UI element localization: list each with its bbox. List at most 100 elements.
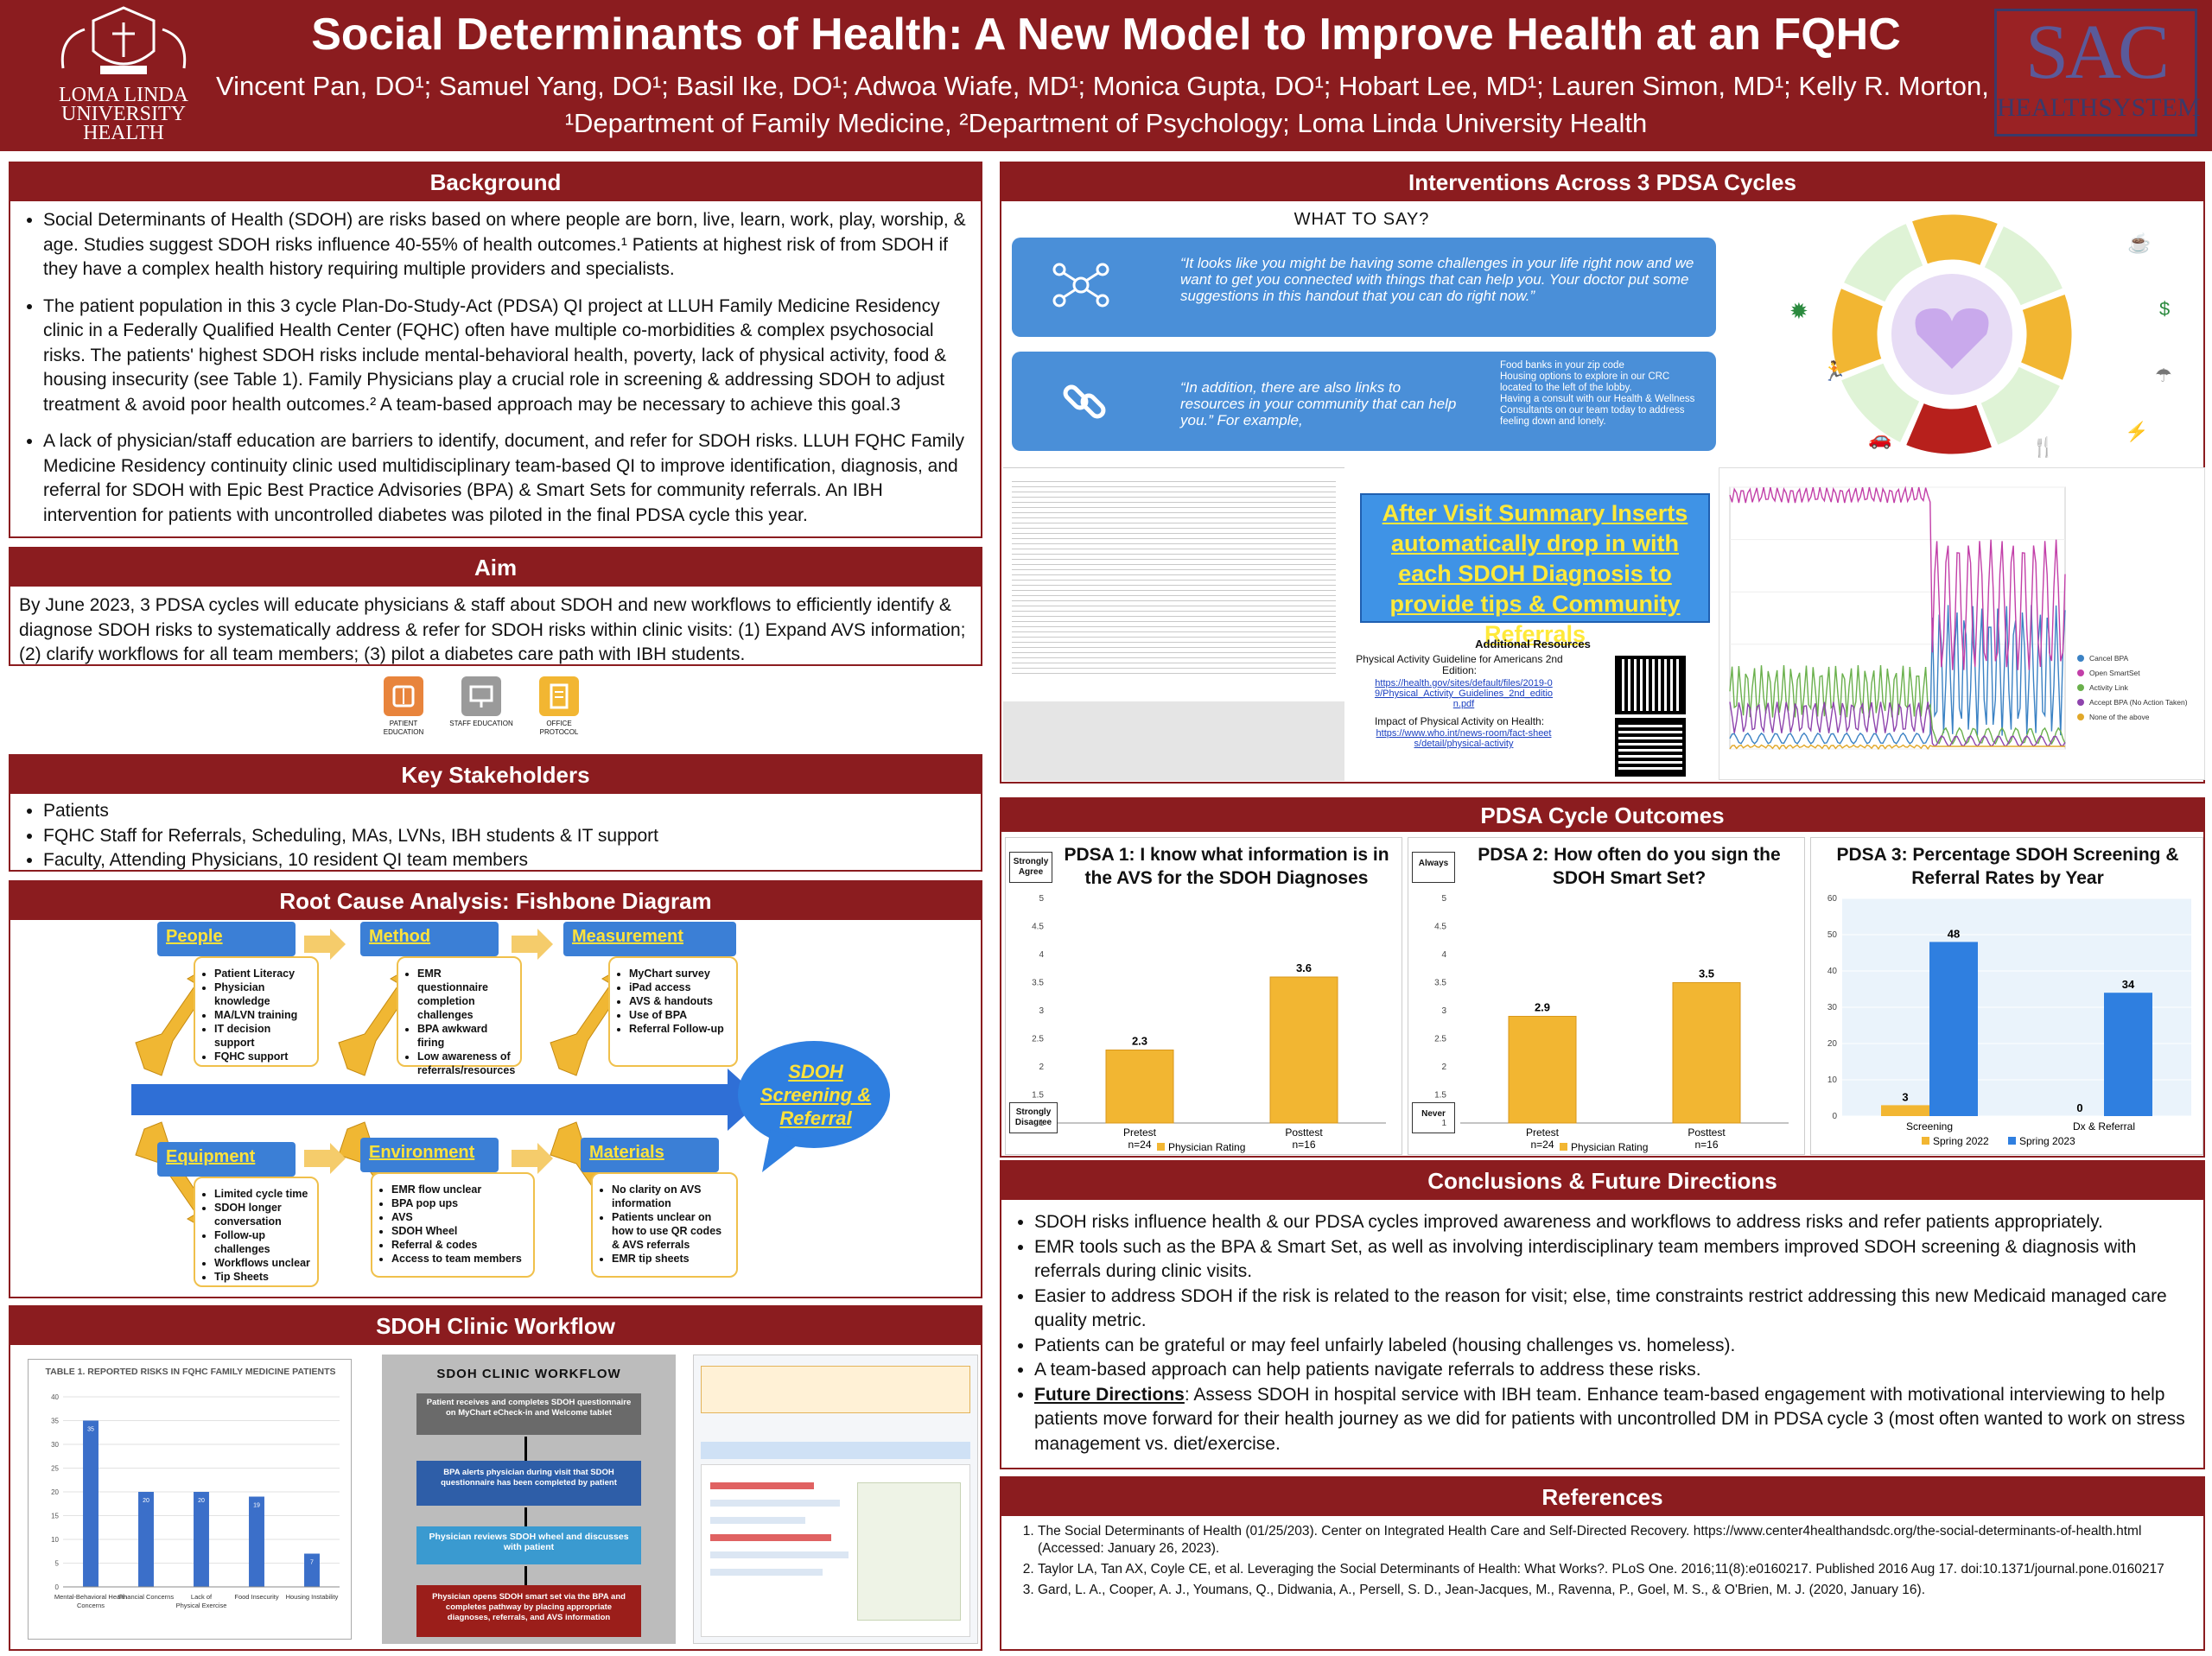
avs-handout-page — [1003, 467, 1344, 781]
pdsa1-title: PDSA 1: I know what information is in th… — [1064, 845, 1389, 888]
smart-set-window — [701, 1464, 970, 1637]
risk-bar-chart: 0 5 10 15 20 25 30 35 40 35 Mental-Behavioral Heal… — [51, 1393, 340, 1609]
risk-bar-value: 35 — [87, 1427, 94, 1433]
legend-marker — [2077, 714, 2084, 720]
pdsa3-bar-value: 34 — [2122, 978, 2135, 991]
legend-label: Activity Link — [2089, 683, 2129, 692]
fishbone-item: Patient Literacy — [214, 967, 310, 980]
wheel-segment — [1977, 363, 2063, 448]
conclusion-item: EMR tools such as the BPA & Smart Set, a… — [1034, 1235, 2195, 1285]
fishbone-item: EMR questionnaire completion challenges — [417, 967, 513, 1022]
fishbone-item: SDOH Wheel — [391, 1224, 526, 1238]
quote-text-2: “In addition, there are also links to re… — [1180, 379, 1457, 428]
aim-icons: PATIENT EDUCATION STAFF EDUCATION OFFICE… — [372, 676, 596, 746]
references-heading: References — [1001, 1478, 2203, 1516]
reference-item: The Social Determinants of Health (01/25… — [1038, 1523, 2191, 1558]
car-icon: 🚗 — [1868, 428, 1892, 449]
epic-row — [710, 1500, 840, 1507]
risk-bar — [304, 1553, 320, 1587]
fishbone-item: No clarity on AVS information — [612, 1183, 729, 1210]
y-tick-label: 20 — [1827, 1039, 1838, 1049]
money-icon: $ — [2159, 298, 2171, 320]
trend-line — [1729, 701, 2066, 748]
bpa-line-chart: Cancel BPA Open SmartSet Activity Link Acce… — [1719, 467, 2205, 780]
fishbone-item: FQHC support — [214, 1050, 310, 1063]
background-panel: Background Social Determinants of Health… — [9, 162, 982, 538]
y-tick-label: 0 — [55, 1583, 60, 1591]
y-tick-label: 25 — [51, 1465, 59, 1473]
trend-line — [1729, 485, 2066, 670]
network-icon — [1052, 263, 1109, 308]
y-tick-label: 1 — [1441, 1119, 1446, 1128]
legend-marker — [2077, 669, 2084, 676]
risk-bar-value: 20 — [143, 1498, 149, 1504]
epic-row — [710, 1517, 805, 1524]
legend-swatch — [1922, 1137, 1929, 1145]
workflow-step: Patient receives and completes SDOH ques… — [416, 1393, 641, 1435]
aim-icon-label: OFFICE PROTOCOL — [539, 720, 579, 736]
wheel-segment — [2018, 291, 2075, 384]
fishbone-item: EMR tip sheets — [612, 1252, 729, 1266]
fishbone-category-people: People — [157, 922, 296, 956]
legend-swatch — [1157, 1143, 1165, 1151]
pdsa-category-n: n=24 — [1128, 1139, 1151, 1151]
trend-line — [1729, 665, 2066, 746]
pdsa3-bar — [1881, 1105, 1929, 1116]
sac-health-logo: SAC HEALTHSYSTEM — [1994, 9, 2201, 136]
pdsa3-bar-value: 0 — [2076, 1101, 2082, 1114]
additional-resources-title: Additional Resources — [1475, 638, 1591, 650]
qr-code-icon — [1615, 656, 1686, 714]
clinic-workflow-diagram: SDOH CLINIC WORKFLOW Patient receives an… — [382, 1355, 676, 1644]
fishbone-category-materials: Materials — [581, 1138, 719, 1172]
y-tick-label: 2.5 — [1434, 1035, 1446, 1044]
references-body: The Social Determinants of Health (01/25… — [1001, 1516, 2203, 1609]
pdsa2-bottom-anchor: Never — [1412, 1102, 1455, 1133]
fishbone-head-label: SDOH Screening & Referral — [760, 1061, 872, 1129]
epic-row — [710, 1551, 849, 1558]
resource-1-label: Physical Activity Guideline for American… — [1356, 653, 1563, 676]
y-tick-label: 30 — [1827, 1003, 1838, 1012]
y-tick-label: 50 — [1827, 930, 1838, 940]
bpa-alert-box — [701, 1366, 970, 1413]
epic-toolbar — [701, 1442, 970, 1459]
poster-header: LOMA LINDA UNIVERSITY HEALTH Social Dete… — [0, 0, 2212, 151]
y-tick-label: 3 — [1039, 1006, 1044, 1016]
fishbone-items-measurement: MyChart survey iPad access AVS & handout… — [608, 956, 738, 1067]
epic-row — [710, 1482, 814, 1489]
y-tick-label: 3.5 — [1032, 979, 1044, 988]
workflow-step: Physician reviews SDOH wheel and discuss… — [416, 1526, 641, 1564]
what-to-say-slide: WHAT TO SAY? “It looks like you might be… — [1003, 205, 1720, 464]
down-arrow-icon — [524, 1437, 533, 1461]
pdsa3-bar — [2104, 993, 2152, 1116]
future-directions-text: : Assess SDOH in hospital service with I… — [1034, 1384, 2185, 1454]
y-tick-label: 40 — [1827, 967, 1838, 976]
conclusion-item: SDOH risks influence health & our PDSA c… — [1034, 1210, 2195, 1235]
shield-emblem-icon — [60, 6, 187, 74]
epic-row — [710, 1534, 831, 1541]
background-bullet: Social Determinants of Health (SDOH) are… — [43, 208, 972, 282]
workflow-panel: SDOH Clinic Workflow TABLE 1. REPORTED R… — [9, 1305, 982, 1651]
resource-1-link[interactable]: https://health.gov/sites/default/files/2… — [1374, 678, 1554, 709]
fishbone-item: Follow-up challenges — [214, 1228, 310, 1256]
aim-panel: Aim By June 2023, 3 PDSA cycles will edu… — [9, 547, 982, 666]
risk-bar — [138, 1492, 154, 1587]
conclusions-heading: Conclusions & Future Directions — [1001, 1162, 2203, 1200]
sac-logo-text: SAC — [2024, 10, 2170, 95]
pdsa1-bottom-anchor: Strongly Disagree — [1009, 1102, 1058, 1133]
risk-bar-value: 20 — [198, 1498, 205, 1504]
risk-bar — [194, 1492, 209, 1587]
background-heading: Background — [10, 163, 981, 201]
virus-icon: ✹ — [1789, 298, 1808, 324]
pdsa-bar — [1269, 976, 1338, 1124]
conclusion-item: Easier to address SDOH if the risk is re… — [1034, 1285, 2195, 1334]
conclusions-body: SDOH risks influence health & our PDSA c… — [1001, 1200, 2203, 1463]
fishbone-item: Access to team members — [391, 1252, 526, 1266]
legend-label: Physician Rating — [1571, 1141, 1648, 1153]
food-icon: 🍴 — [2031, 436, 2056, 458]
running-icon: 🏃 — [1822, 360, 1847, 382]
pdsa-bar — [1508, 1016, 1577, 1124]
y-tick-label: 4 — [1441, 950, 1446, 960]
resource-2-link[interactable]: https://www.who.int/news-room/fact-sheet… — [1376, 728, 1552, 749]
fishbone-items-materials: No clarity on AVS information Patients u… — [591, 1172, 738, 1278]
fishbone-item: Referral & codes — [391, 1238, 526, 1252]
